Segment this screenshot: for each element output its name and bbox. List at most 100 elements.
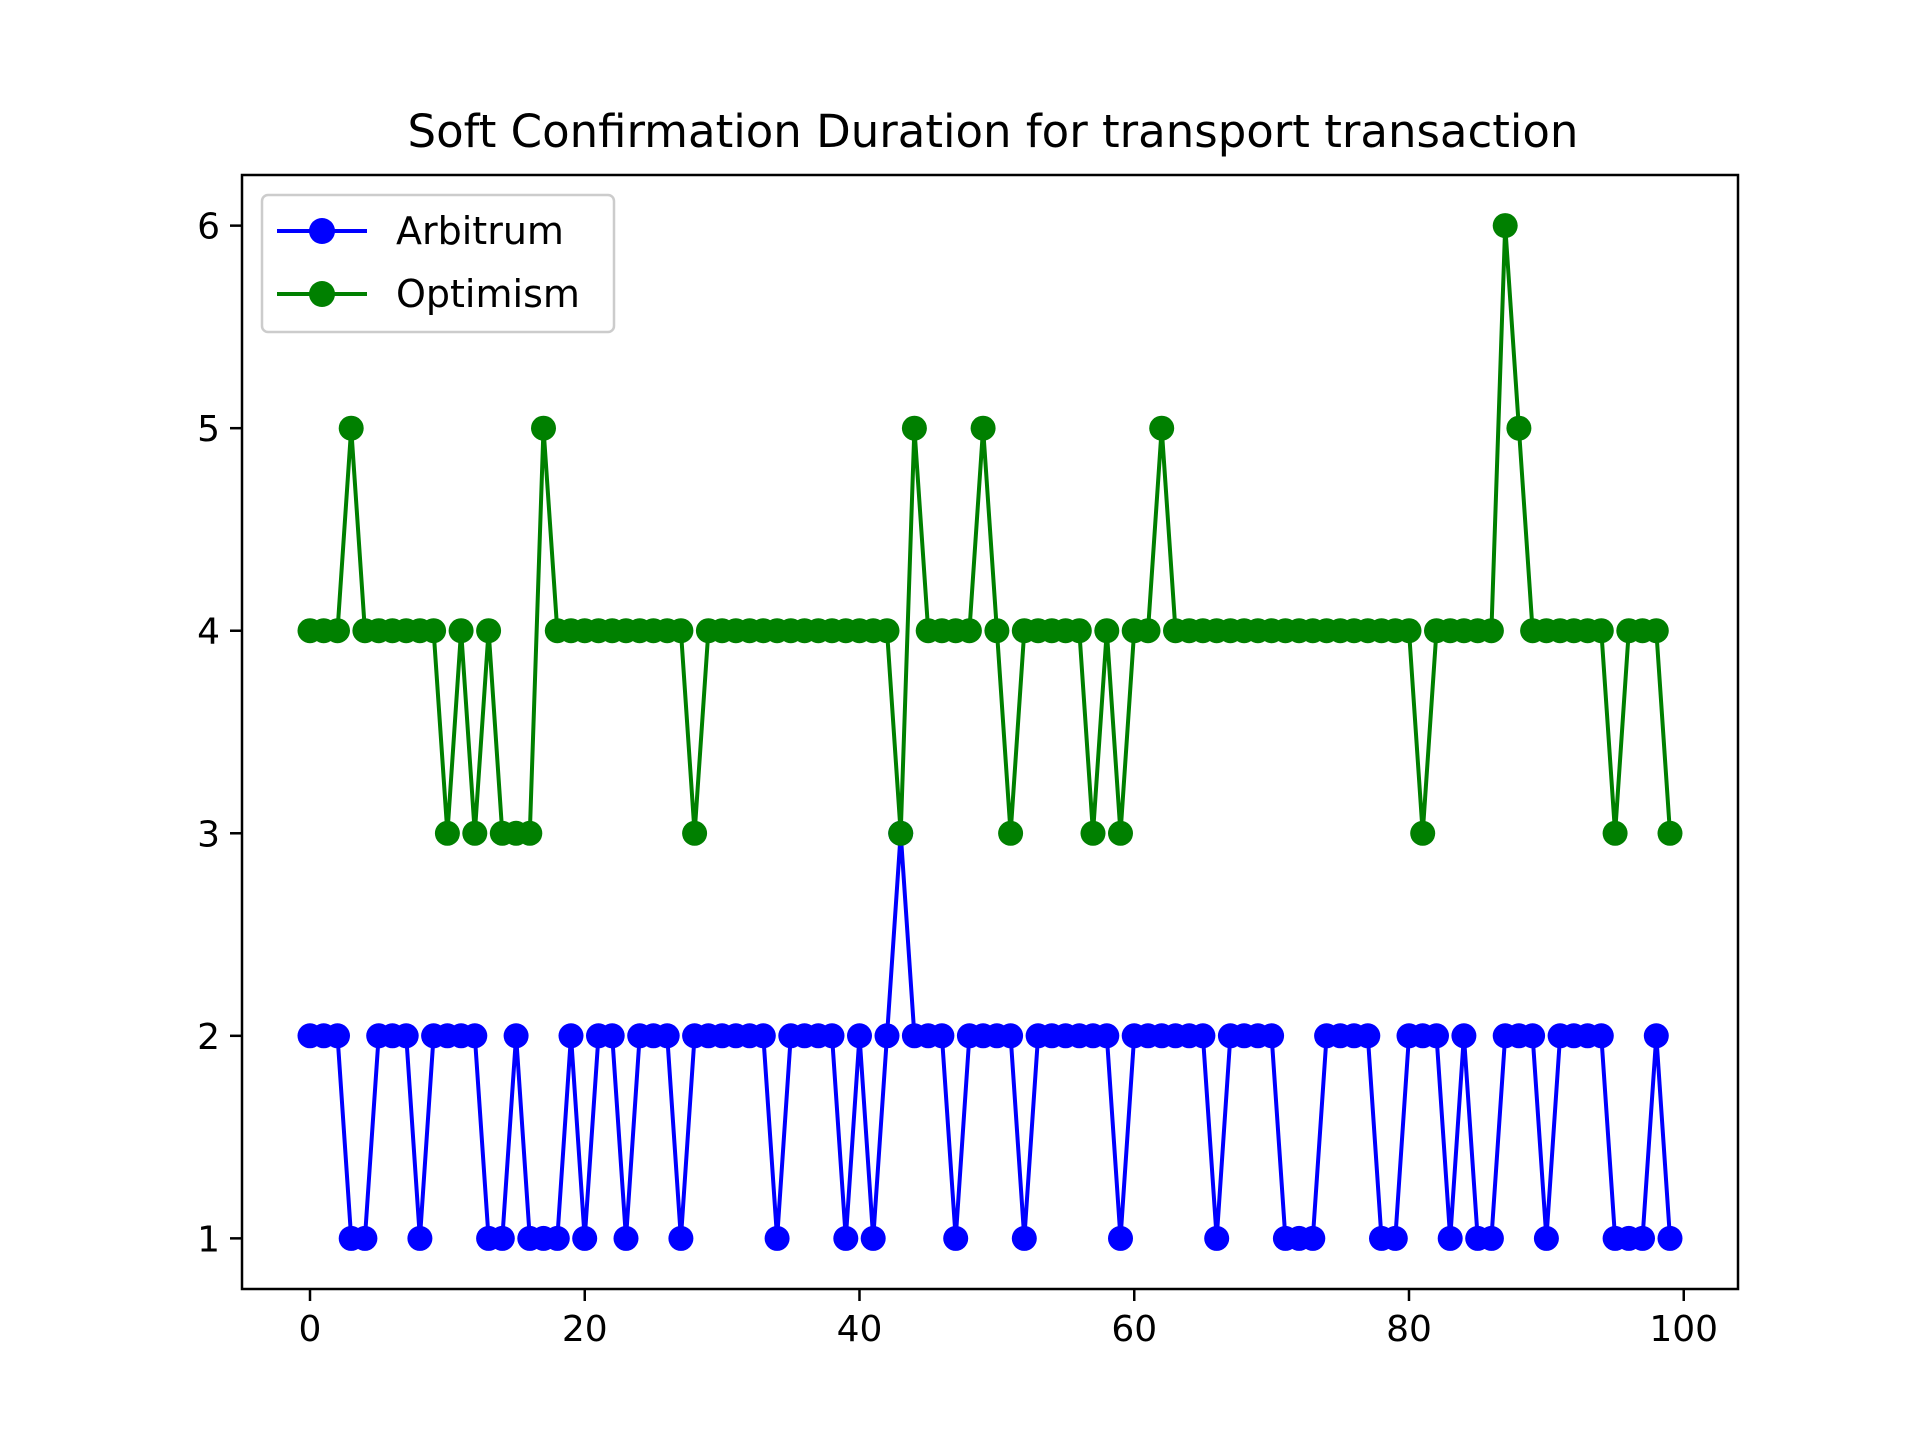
data-point-arbitrum (352, 1225, 378, 1251)
y-tick-label: 4 (197, 612, 220, 653)
data-point-arbitrum (1478, 1225, 1504, 1251)
series-arbitrum (297, 820, 1683, 1251)
chart-title: Soft Confirmation Duration for transport… (408, 105, 1579, 158)
data-point-optimism (1588, 618, 1614, 644)
data-point-arbitrum (407, 1225, 433, 1251)
data-point-optimism (984, 618, 1010, 644)
x-tick-label: 40 (837, 1309, 883, 1350)
data-point-arbitrum (1657, 1225, 1683, 1251)
data-point-optimism (1506, 415, 1532, 441)
series-optimism (297, 213, 1683, 846)
data-point-arbitrum (847, 1023, 872, 1049)
data-point-optimism (668, 618, 694, 644)
data-point-optimism (1478, 618, 1504, 644)
series-layer (297, 213, 1683, 1251)
data-point-arbitrum (503, 1023, 529, 1049)
data-point-arbitrum (943, 1225, 969, 1251)
data-point-arbitrum (1424, 1023, 1449, 1049)
data-point-arbitrum (599, 1023, 625, 1049)
data-point-arbitrum (819, 1023, 845, 1049)
data-point-optimism (998, 820, 1024, 846)
data-point-arbitrum (1204, 1225, 1230, 1251)
data-point-arbitrum (764, 1225, 790, 1251)
data-point-arbitrum (1108, 1225, 1133, 1251)
plot-frame (240, 173, 1740, 1291)
y-tick-label: 6 (197, 207, 220, 248)
data-point-arbitrum (572, 1225, 598, 1251)
data-point-arbitrum (1520, 1023, 1546, 1049)
legend-marker-arbitrum (309, 218, 335, 244)
data-point-arbitrum (998, 1023, 1024, 1049)
data-point-arbitrum (393, 1023, 419, 1049)
data-point-optimism (517, 820, 543, 846)
data-point-arbitrum (1259, 1023, 1285, 1049)
y-tick-label: 3 (197, 814, 220, 855)
legend-label-arbitrum: Arbitrum (396, 209, 564, 253)
data-point-arbitrum (558, 1023, 584, 1049)
legend: Arbitrum Optimism (260, 193, 616, 334)
data-point-arbitrum (325, 1023, 350, 1049)
data-point-arbitrum (654, 1023, 680, 1049)
data-point-arbitrum (1588, 1023, 1614, 1049)
data-point-optimism (476, 618, 502, 644)
data-point-arbitrum (489, 1225, 515, 1251)
x-tick-label: 100 (1649, 1309, 1718, 1350)
data-point-optimism (1080, 820, 1106, 846)
x-tick-label: 60 (1111, 1309, 1157, 1350)
data-point-optimism (1135, 618, 1161, 644)
data-point-optimism (1602, 820, 1628, 846)
data-point-arbitrum (1643, 1023, 1669, 1049)
data-point-optimism (531, 415, 556, 441)
y-tick-label: 1 (197, 1219, 220, 1260)
data-point-optimism (682, 820, 708, 846)
data-point-optimism (901, 415, 927, 441)
data-point-optimism (1066, 618, 1092, 644)
data-point-optimism (970, 415, 996, 441)
data-point-arbitrum (1533, 1225, 1559, 1251)
data-point-optimism (448, 618, 474, 644)
data-point-arbitrum (462, 1023, 488, 1049)
data-point-arbitrum (668, 1225, 694, 1251)
data-point-optimism (1657, 820, 1683, 846)
data-point-optimism (462, 820, 488, 846)
data-point-arbitrum (613, 1225, 639, 1251)
x-tick-label: 80 (1386, 1309, 1432, 1350)
data-point-optimism (338, 415, 364, 441)
data-point-arbitrum (750, 1023, 776, 1049)
x-tick-label: 20 (562, 1309, 608, 1350)
data-point-optimism (1396, 618, 1422, 644)
data-point-arbitrum (1190, 1023, 1216, 1049)
data-point-arbitrum (833, 1225, 859, 1251)
data-point-optimism (956, 618, 982, 644)
data-point-arbitrum (929, 1023, 955, 1049)
x-axis: 0 20 40 60 80 100 (299, 1289, 1718, 1350)
data-point-optimism (1094, 618, 1120, 644)
data-point-optimism (1492, 213, 1518, 239)
data-point-arbitrum (1011, 1225, 1037, 1251)
data-point-arbitrum (544, 1225, 570, 1251)
legend-label-optimism: Optimism (396, 272, 580, 316)
y-axis: 1 2 3 4 5 6 (197, 207, 242, 1260)
data-point-optimism (421, 618, 447, 644)
y-tick-label: 2 (197, 1017, 220, 1058)
data-point-arbitrum (1382, 1225, 1408, 1251)
data-point-optimism (1149, 415, 1175, 441)
data-point-arbitrum (1451, 1023, 1477, 1049)
data-point-optimism (874, 618, 900, 644)
data-point-optimism (1643, 618, 1669, 644)
data-point-arbitrum (874, 1023, 900, 1049)
data-point-arbitrum (1300, 1225, 1326, 1251)
x-tick-label: 0 (299, 1309, 322, 1350)
data-point-arbitrum (1355, 1023, 1381, 1049)
data-point-optimism (1410, 820, 1436, 846)
legend-marker-optimism (309, 281, 335, 307)
data-point-optimism (325, 618, 350, 644)
data-point-optimism (1108, 820, 1133, 846)
data-point-arbitrum (1094, 1023, 1120, 1049)
data-point-optimism (434, 820, 460, 846)
data-point-arbitrum (1630, 1225, 1655, 1251)
data-point-arbitrum (1437, 1225, 1463, 1251)
y-tick-label: 5 (197, 409, 220, 450)
data-point-arbitrum (860, 1225, 886, 1251)
